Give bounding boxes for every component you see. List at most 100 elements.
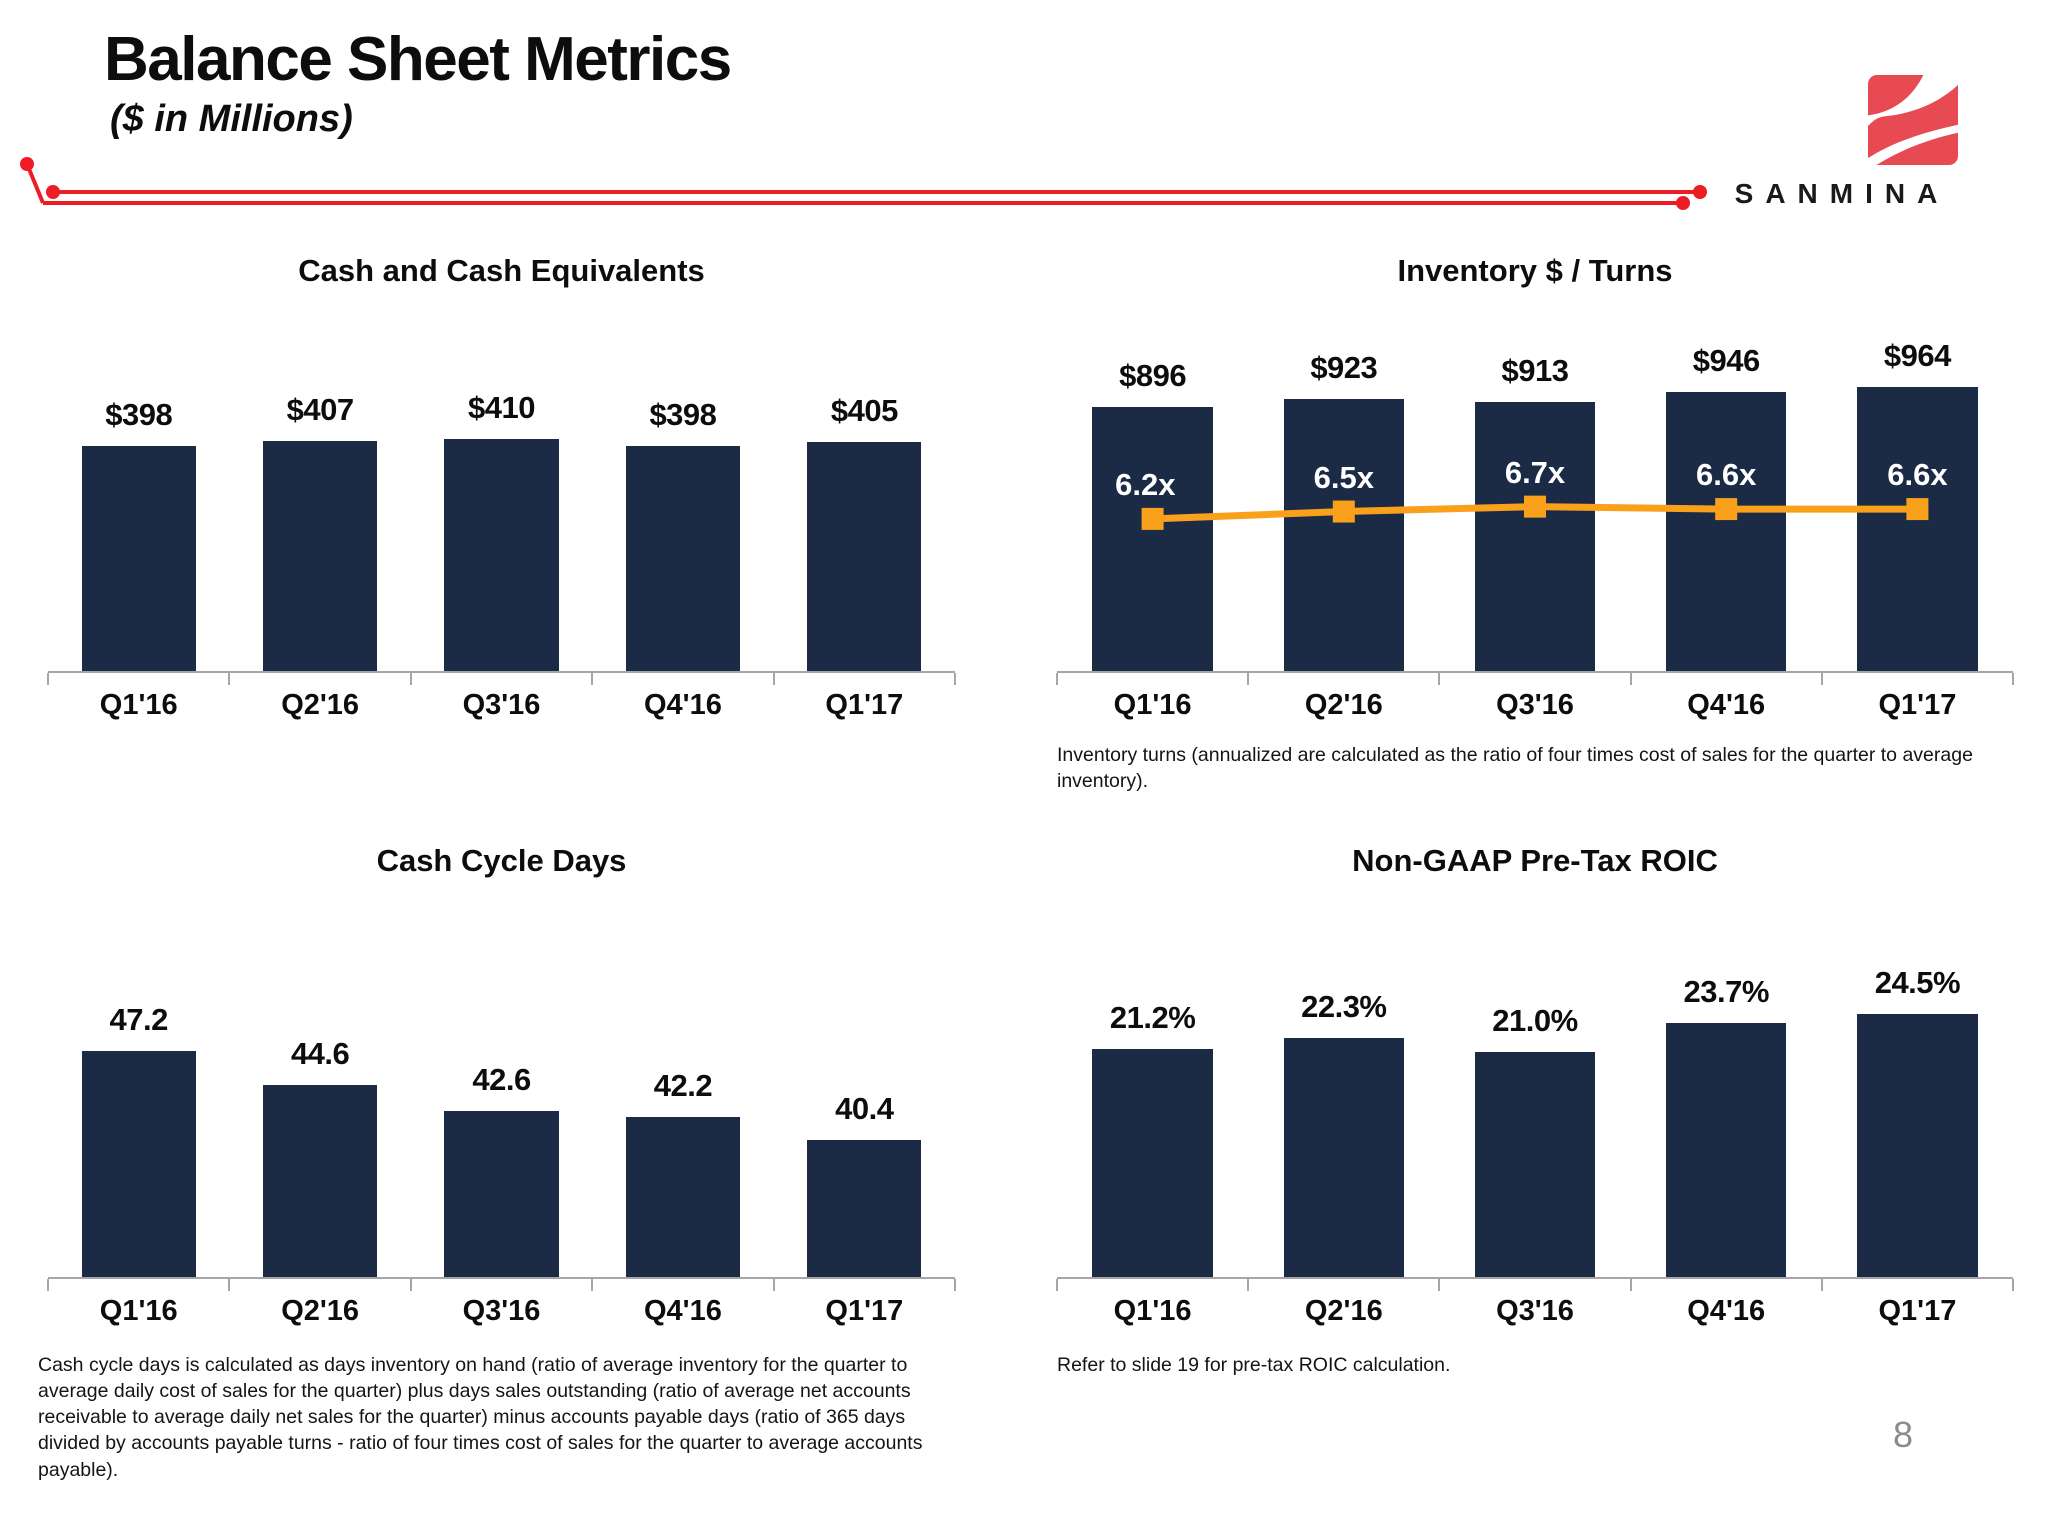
bar [1857, 1014, 1978, 1277]
x-axis-labels: Q1'16 Q2'16 Q3'16 Q4'16 Q1'17 [1057, 689, 2013, 722]
bar [1283, 1038, 1405, 1277]
bar-value-label: $407 [286, 392, 354, 427]
bar [444, 1111, 559, 1277]
turns-value-label: 6.6x [1887, 457, 1948, 493]
x-axis-label: Q3'16 [1496, 1295, 1574, 1327]
bar-group: $398 [592, 397, 773, 671]
x-axis-label: Q1'17 [1878, 689, 1957, 721]
bar [1665, 392, 1787, 671]
bar-group: $405 [774, 393, 955, 671]
axis-tick [1629, 673, 1632, 685]
axis-tick [1629, 1279, 1632, 1291]
bar [1092, 407, 1213, 671]
axis-tick [1438, 1279, 1441, 1291]
axis-tick [1247, 673, 1250, 685]
bar-value-label: $964 [1883, 338, 1951, 373]
bar-value-label: 42.6 [472, 1062, 531, 1097]
x-axis-label: Q1'16 [1113, 689, 1192, 721]
x-axis-label: Q2'16 [281, 689, 360, 721]
chart-title: Cash Cycle Days [376, 843, 627, 878]
roic-footnote: Refer to slide 19 for pre-tax ROIC calcu… [1057, 1354, 1451, 1376]
chart-cash-cycle-days: Cash Cycle Days 47.2 44.6 42.6 42.2 40.4 Q1'… [38, 842, 956, 1483]
axis-tick [1438, 673, 1441, 685]
bar-group: $407 [229, 392, 410, 671]
bar [262, 1085, 378, 1277]
x-axis-label: Q4'16 [644, 689, 722, 721]
chart-inventory-turns: Inventory $ / Turns $896 $923 $913 $946 $964… [1056, 252, 2014, 794]
bar [444, 439, 559, 671]
bar-value-label: 44.6 [290, 1036, 350, 1071]
bar-value-label: $896 [1119, 358, 1187, 393]
bar-value-label: 42.2 [653, 1068, 713, 1103]
x-axis-label: Q3'16 [462, 1295, 541, 1327]
turns-value-label: 6.6x [1696, 457, 1757, 493]
bar [262, 441, 378, 671]
x-axis-label: Q1'16 [99, 1295, 178, 1327]
bar [807, 1140, 922, 1277]
page-subtitle: ($ in Millions) [110, 98, 353, 140]
bar [81, 1051, 196, 1277]
plot-area: $896 $923 $913 $946 $964 6.2x 6.5x 6.7x 6.6x 6.6x [1056, 303, 2014, 685]
bar [1283, 399, 1405, 671]
axis-tick [1820, 1279, 1823, 1291]
chart-title: Non-GAAP Pre-Tax ROIC [1352, 843, 1718, 878]
x-axis-label: Q2'16 [1304, 689, 1383, 721]
bar-value-label: $410 [468, 390, 535, 425]
x-axis-label: Q1'16 [99, 689, 178, 721]
red-divider-line [20, 157, 1707, 210]
x-axis-label: Q4'16 [644, 1295, 722, 1327]
axis-tick [2012, 673, 2014, 685]
x-axis-label: Q3'16 [1496, 689, 1574, 721]
bar-value-label: 40.4 [835, 1091, 894, 1126]
bar-group: 42.2 [592, 1068, 773, 1277]
bar-group: $923 [1248, 350, 1439, 671]
bar-group: $913 [1439, 353, 1630, 671]
bar-value-label: $398 [105, 397, 173, 432]
axis-tick [772, 673, 775, 685]
sanmina-logo: SANMINA [1718, 74, 1960, 210]
bar-value-label: 24.5% [1874, 965, 1961, 1000]
x-axis-label: Q2'16 [1304, 1295, 1383, 1327]
bar-value-label: $398 [649, 397, 717, 432]
axis-tick [1247, 1279, 1250, 1291]
bar-group: $896 [1057, 358, 1248, 671]
axis-tick [1056, 673, 1058, 685]
bar-group: $410 [411, 390, 592, 671]
bar [1857, 387, 1978, 671]
axis-tick [1056, 1279, 1058, 1291]
bar-group: 21.2% [1057, 1000, 1248, 1277]
bar-group: 42.6 [411, 1062, 592, 1277]
x-axis-label: Q2'16 [281, 1295, 360, 1327]
axis-tick [954, 1279, 956, 1291]
bar [1474, 402, 1596, 671]
x-axis-labels: Q1'16 Q2'16 Q3'16 Q4'16 Q1'17 [1057, 1295, 2013, 1328]
bar [807, 442, 922, 671]
sanmina-logo-text: SANMINA [1734, 178, 1950, 209]
bar-value-label: $913 [1501, 353, 1569, 388]
axis-tick [2012, 1279, 2014, 1291]
bar-group: $964 [1822, 338, 2013, 671]
chart-title: Cash and Cash Equivalents [298, 253, 705, 288]
bar-value-label: 47.2 [109, 1002, 169, 1037]
turns-value-label: 6.7x [1504, 454, 1566, 490]
bar [625, 446, 741, 671]
bar-group: 22.3% [1248, 989, 1439, 1277]
bar-value-label: $946 [1692, 343, 1760, 378]
bar-group: 23.7% [1631, 974, 1822, 1277]
x-axis-labels: Q1'16 Q2'16 Q3'16 Q4'16 Q1'17 [48, 689, 955, 722]
x-axis-labels: Q1'16 Q2'16 Q3'16 Q4'16 Q1'17 [48, 1295, 955, 1328]
page-number: 8 [1893, 1414, 1914, 1455]
axis-tick [591, 673, 594, 685]
axis-tick [954, 673, 956, 685]
bar-value-label: 23.7% [1683, 974, 1770, 1009]
axis-tick [772, 1279, 775, 1291]
bar [1665, 1023, 1787, 1277]
page-title: Balance Sheet Metrics [104, 25, 732, 94]
chart-non-gaap-pretax-roic: Non-GAAP Pre-Tax ROIC 21.2% 22.3% 21.0% 23.… [1056, 842, 2014, 1378]
turns-value-label: 6.2x [1115, 466, 1176, 502]
axis-tick [228, 1279, 231, 1291]
axis-tick [47, 1279, 49, 1291]
bar-group: 21.0% [1439, 1003, 1630, 1277]
x-axis-label: Q1'16 [1113, 1295, 1192, 1327]
x-axis-label: Q4'16 [1687, 689, 1766, 721]
